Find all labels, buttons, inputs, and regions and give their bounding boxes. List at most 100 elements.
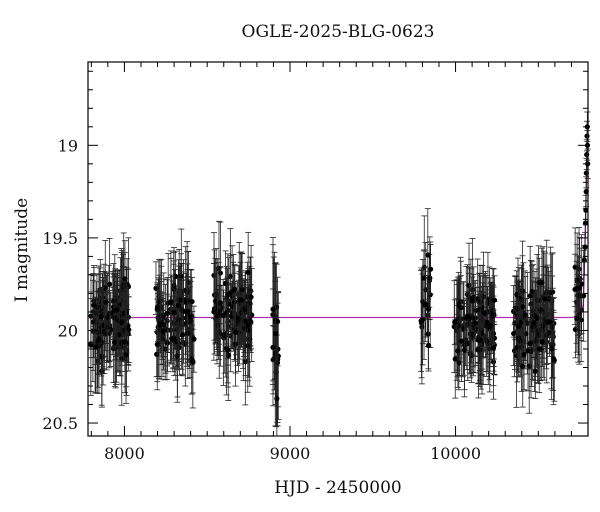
plot-frame [87,61,589,437]
data-point-rise [584,151,590,158]
data-point [514,291,520,298]
data-point [108,327,114,333]
data-point [581,293,587,299]
data-point [220,312,226,319]
data-point [467,331,474,337]
data-point [484,319,490,325]
data-point [118,320,124,326]
data-point-rise [583,189,589,195]
data-point [490,312,497,318]
data-point [515,323,522,329]
data-point-rise [583,207,589,213]
data-point [239,297,245,303]
data-point [572,326,578,333]
data-point [550,355,557,362]
data-point [240,306,246,312]
model-layer [88,141,589,319]
data-point [102,285,108,291]
data-point [481,310,487,316]
data-point [543,319,549,325]
data-point [96,336,102,342]
data-point [189,298,195,305]
data-point [274,396,280,402]
data-point [453,318,460,324]
data-point [527,293,533,299]
data-point [465,313,471,319]
data-point [185,308,191,314]
data-point [116,332,122,338]
data-point [520,363,526,369]
data-point [175,302,182,309]
data-point [171,309,177,316]
data-point [536,346,542,352]
data-point-rise [582,244,588,250]
data-point [122,339,128,345]
data-point [225,353,231,359]
data-point [452,356,458,362]
data-point [540,323,546,329]
data-layer [87,111,591,437]
x-tick-label: 9000 [270,444,311,463]
data-point [93,344,99,350]
axis-layer: 8000 9000 10000 19 19.5 20 20.5 [42,62,589,463]
data-point [420,316,426,323]
data-point [539,280,545,286]
data-point [154,341,160,348]
data-point [273,304,280,310]
data-point [217,300,223,306]
data-point [107,281,113,287]
data-point [114,307,120,313]
data-point [91,302,97,308]
data-point [532,368,538,374]
data-point [88,342,94,348]
data-point [531,320,537,326]
data-point [490,345,497,351]
data-point [178,297,184,303]
data-point-rise [583,170,589,176]
data-point [522,313,528,319]
data-point [477,337,483,343]
data-point [539,339,545,345]
data-point [472,320,478,326]
data-point [455,348,461,354]
y-axis-label: I magnitude [12,197,32,303]
data-point [191,336,197,342]
data-point [174,353,180,359]
data-point [169,336,175,342]
x-tick-label: 10000 [430,444,481,463]
data-point [425,342,432,348]
data-point [245,269,251,276]
data-point [190,358,196,364]
x-tick-label: 8000 [104,444,145,463]
x-axis-label: HJD - 2450000 [274,478,402,498]
data-point [123,352,129,358]
y-tick-label: 19.5 [42,229,78,248]
data-point [222,280,229,286]
data-point [231,286,238,293]
data-point [579,281,585,287]
data-point [90,319,96,325]
data-point [245,323,251,329]
data-point [491,335,497,341]
data-point [515,306,521,312]
data-point [425,252,431,258]
y-tick-label: 20 [58,321,78,340]
data-point [236,317,242,323]
data-point [180,308,187,315]
data-point [458,305,464,311]
data-point [98,314,104,320]
data-point [511,330,517,337]
data-point [160,328,166,335]
data-point [215,312,221,318]
data-point [542,296,548,302]
data-point [473,307,479,314]
y-tick-label: 19 [58,136,78,155]
data-point [103,299,109,305]
data-point [422,301,428,307]
model-curve [88,141,589,319]
data-point [521,351,527,358]
data-point-rise [581,257,587,263]
data-point [272,331,279,337]
data-point [574,277,580,283]
